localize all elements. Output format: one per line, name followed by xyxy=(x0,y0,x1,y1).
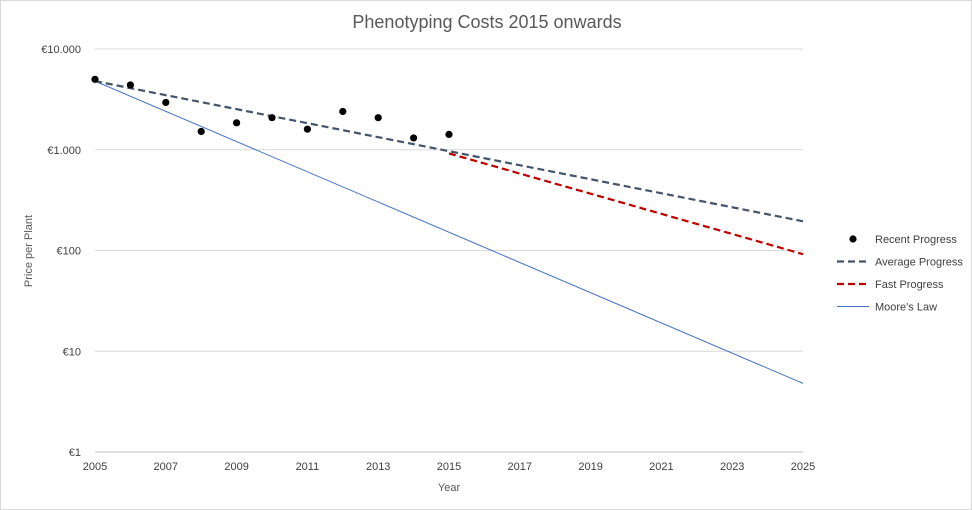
legend-label-fast-progress: Fast Progress xyxy=(875,279,944,291)
point-recent-progress xyxy=(303,125,311,133)
y-tick-label: €100 xyxy=(57,246,81,258)
x-tick-label: 2017 xyxy=(508,461,532,473)
gridlines xyxy=(95,48,803,352)
point-recent-progress xyxy=(374,114,382,122)
y-tick-label: €10.000 xyxy=(41,44,81,56)
point-recent-progress xyxy=(445,130,453,139)
line-average-progress xyxy=(94,80,804,223)
line-fast-progress xyxy=(448,152,804,256)
line-moore-s-law xyxy=(94,80,804,384)
point-recent-progress xyxy=(197,127,205,136)
y-tick-label: €1.000 xyxy=(47,145,81,157)
plot-series xyxy=(91,75,804,384)
point-recent-progress xyxy=(233,119,241,127)
x-axis-label: Year xyxy=(438,482,461,494)
x-tick-label: 2019 xyxy=(578,461,602,473)
y-tick-label: €1 xyxy=(69,447,81,459)
x-tick-label: 2013 xyxy=(366,461,390,473)
point-recent-progress xyxy=(126,81,134,89)
point-recent-progress xyxy=(339,107,347,116)
x-tick-label: 2015 xyxy=(437,461,461,473)
chart-title: Phenotyping Costs 2015 onwards xyxy=(352,12,621,32)
point-recent-progress xyxy=(268,114,276,122)
legend-label-average-progress: Average Progress xyxy=(875,257,963,269)
legend-label-moore-s-law: Moore's Law xyxy=(875,302,937,314)
x-tick-label: 2023 xyxy=(720,461,744,473)
x-tick-label: 2021 xyxy=(649,461,673,473)
x-tick-label: 2025 xyxy=(791,461,815,473)
legend-label-recent-progress: Recent Progress xyxy=(875,234,957,246)
x-tick-label: 2005 xyxy=(83,461,107,473)
x-axis-ticks: 2005 2007 2009 2011 2013 2015 2017 2019 2021 2023… xyxy=(83,461,815,473)
y-axis-ticks: €1 €10 €100 €1.000 €10.000 xyxy=(41,44,81,459)
y-axis-label: Price per Plant xyxy=(23,215,35,287)
point-recent-progress xyxy=(162,98,170,107)
point-recent-progress xyxy=(91,75,99,83)
x-tick-label: 2009 xyxy=(224,461,248,473)
x-tick-label: 2011 xyxy=(296,461,320,473)
x-tick-label: 2007 xyxy=(154,461,178,473)
point-recent-progress xyxy=(410,134,418,142)
legend: Recent Progress Average Progress Fast Prog… xyxy=(837,234,963,314)
y-tick-label: €10 xyxy=(63,346,81,358)
legend-marker-recent-progress xyxy=(849,235,857,243)
